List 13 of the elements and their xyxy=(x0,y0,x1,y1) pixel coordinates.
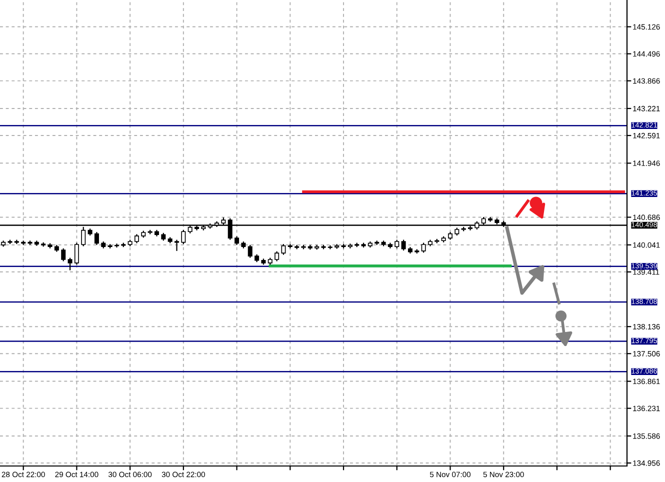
candlestick xyxy=(114,243,119,248)
candlestick xyxy=(68,257,72,271)
candlestick xyxy=(281,244,286,256)
candlestick xyxy=(401,239,406,252)
candlestick xyxy=(94,232,99,246)
candlestick xyxy=(274,250,280,262)
candlestick xyxy=(61,248,66,262)
candlestick xyxy=(421,242,426,254)
candlestick xyxy=(174,239,180,252)
candlestick xyxy=(74,242,79,266)
candlestick xyxy=(181,229,186,245)
candlestick xyxy=(248,244,252,258)
candlestick xyxy=(134,234,139,244)
